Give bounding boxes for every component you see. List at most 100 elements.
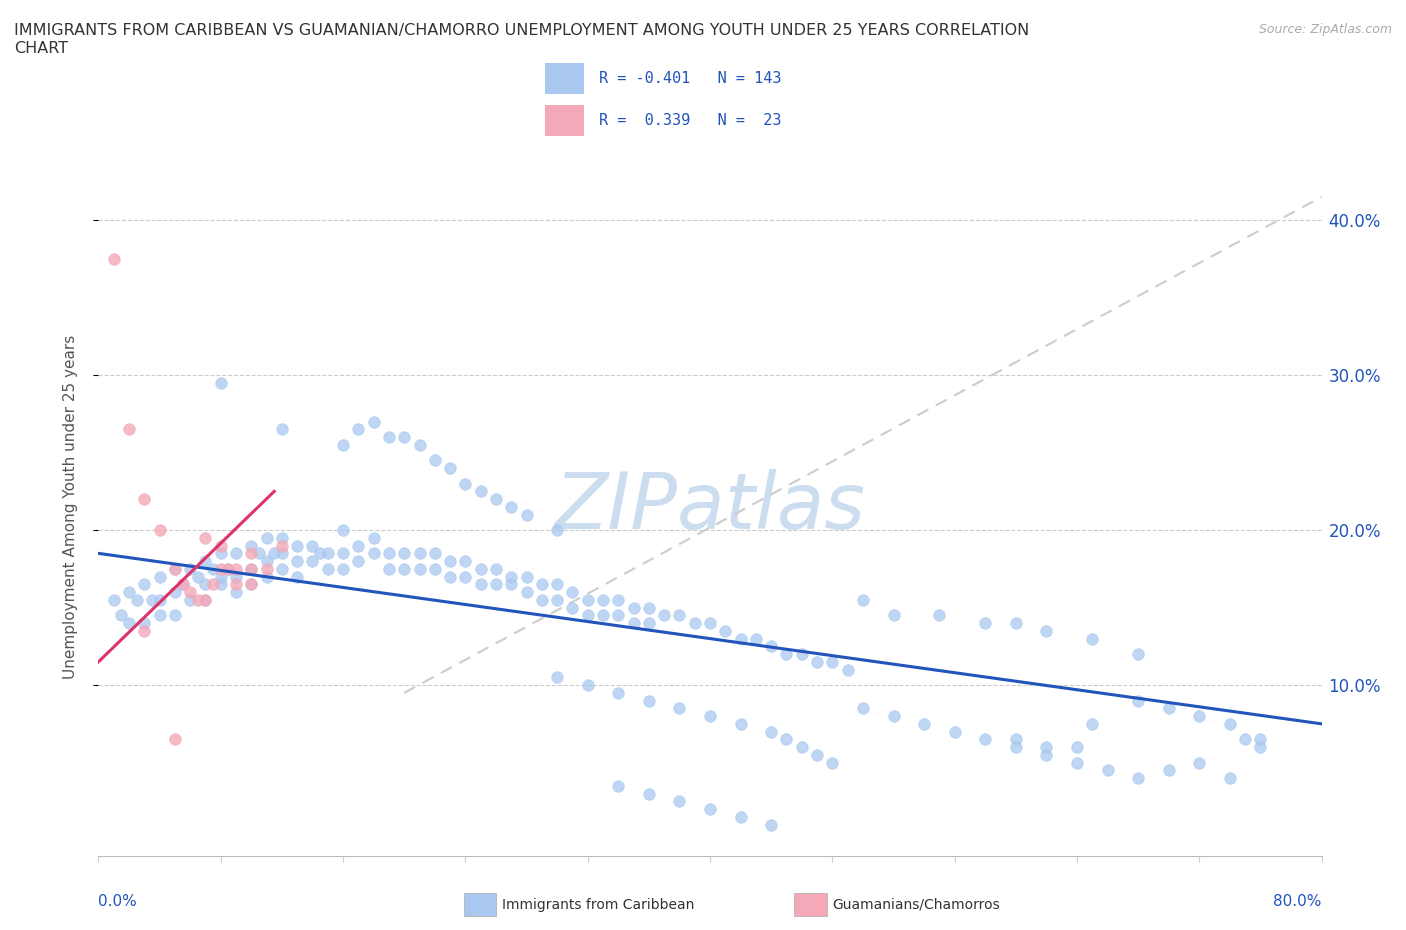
Point [285, 569, 308, 584]
Text: R = -0.401   N = 143: R = -0.401 N = 143 [599, 71, 782, 86]
Point [790, 646, 813, 661]
Point [1188, 755, 1211, 770]
Point [470, 562, 492, 577]
Point [1219, 771, 1241, 786]
Point [683, 616, 706, 631]
Point [592, 592, 614, 607]
Point [392, 430, 416, 445]
Point [516, 585, 538, 600]
Text: Guamanians/Chamorros: Guamanians/Chamorros [832, 897, 1000, 912]
Point [699, 709, 721, 724]
Point [516, 569, 538, 584]
Text: R =  0.339   N =  23: R = 0.339 N = 23 [599, 113, 782, 127]
Point [163, 585, 186, 600]
Point [745, 631, 768, 646]
Point [163, 562, 186, 577]
Point [240, 577, 263, 591]
Point [179, 592, 201, 607]
Point [363, 414, 385, 429]
Point [225, 577, 247, 591]
Point [316, 562, 339, 577]
Point [240, 562, 263, 577]
Point [408, 546, 430, 561]
Point [1128, 693, 1150, 708]
Point [454, 553, 477, 568]
Point [852, 592, 875, 607]
Point [194, 592, 217, 607]
Point [187, 592, 209, 607]
Point [194, 577, 217, 591]
Text: Source: ZipAtlas.com: Source: ZipAtlas.com [1258, 23, 1392, 36]
Point [209, 562, 232, 577]
Point [1066, 755, 1088, 770]
Point [576, 678, 599, 693]
Point [309, 546, 332, 561]
Point [1004, 616, 1026, 631]
Point [485, 577, 508, 591]
Point [134, 492, 156, 507]
Point [852, 701, 875, 716]
Point [592, 608, 614, 623]
Point [1035, 623, 1057, 638]
Point [501, 499, 523, 514]
Point [141, 592, 163, 607]
Point [1157, 763, 1180, 777]
Point [225, 569, 247, 584]
Point [652, 608, 675, 623]
Point [546, 577, 568, 591]
Point [714, 623, 737, 638]
Point [1035, 748, 1057, 763]
Point [347, 538, 370, 553]
Point [974, 732, 997, 747]
Point [209, 577, 232, 591]
Point [699, 616, 721, 631]
FancyBboxPatch shape [546, 63, 585, 94]
Point [149, 569, 172, 584]
Point [576, 592, 599, 607]
Point [501, 577, 523, 591]
Point [225, 546, 247, 561]
Point [194, 553, 217, 568]
Point [209, 538, 232, 553]
Point [240, 577, 263, 591]
Point [134, 623, 156, 638]
Point [103, 592, 125, 607]
Point [546, 523, 568, 538]
Point [347, 553, 370, 568]
Point [821, 755, 844, 770]
Point [637, 786, 661, 801]
Point [225, 585, 247, 600]
Point [470, 484, 492, 498]
Point [225, 562, 247, 577]
Point [247, 546, 270, 561]
Point [423, 453, 446, 468]
Point [316, 546, 339, 561]
Point [134, 616, 156, 631]
Point [1066, 739, 1088, 754]
Point [974, 616, 997, 631]
Point [134, 577, 156, 591]
Point [607, 778, 630, 793]
Point [392, 546, 416, 561]
Point [103, 251, 125, 266]
Point [1081, 631, 1104, 646]
Point [730, 631, 752, 646]
Point [194, 592, 217, 607]
Point [1004, 739, 1026, 754]
Point [256, 553, 278, 568]
Point [263, 546, 285, 561]
Point [285, 538, 308, 553]
Point [439, 569, 461, 584]
Point [637, 693, 661, 708]
Point [1157, 701, 1180, 716]
Point [408, 562, 430, 577]
Point [378, 430, 401, 445]
Point [172, 577, 194, 591]
Point [806, 748, 828, 763]
Point [759, 817, 782, 832]
Point [408, 437, 430, 452]
Point [1219, 716, 1241, 731]
Point [637, 600, 661, 615]
Point [363, 530, 385, 545]
FancyBboxPatch shape [546, 105, 585, 136]
